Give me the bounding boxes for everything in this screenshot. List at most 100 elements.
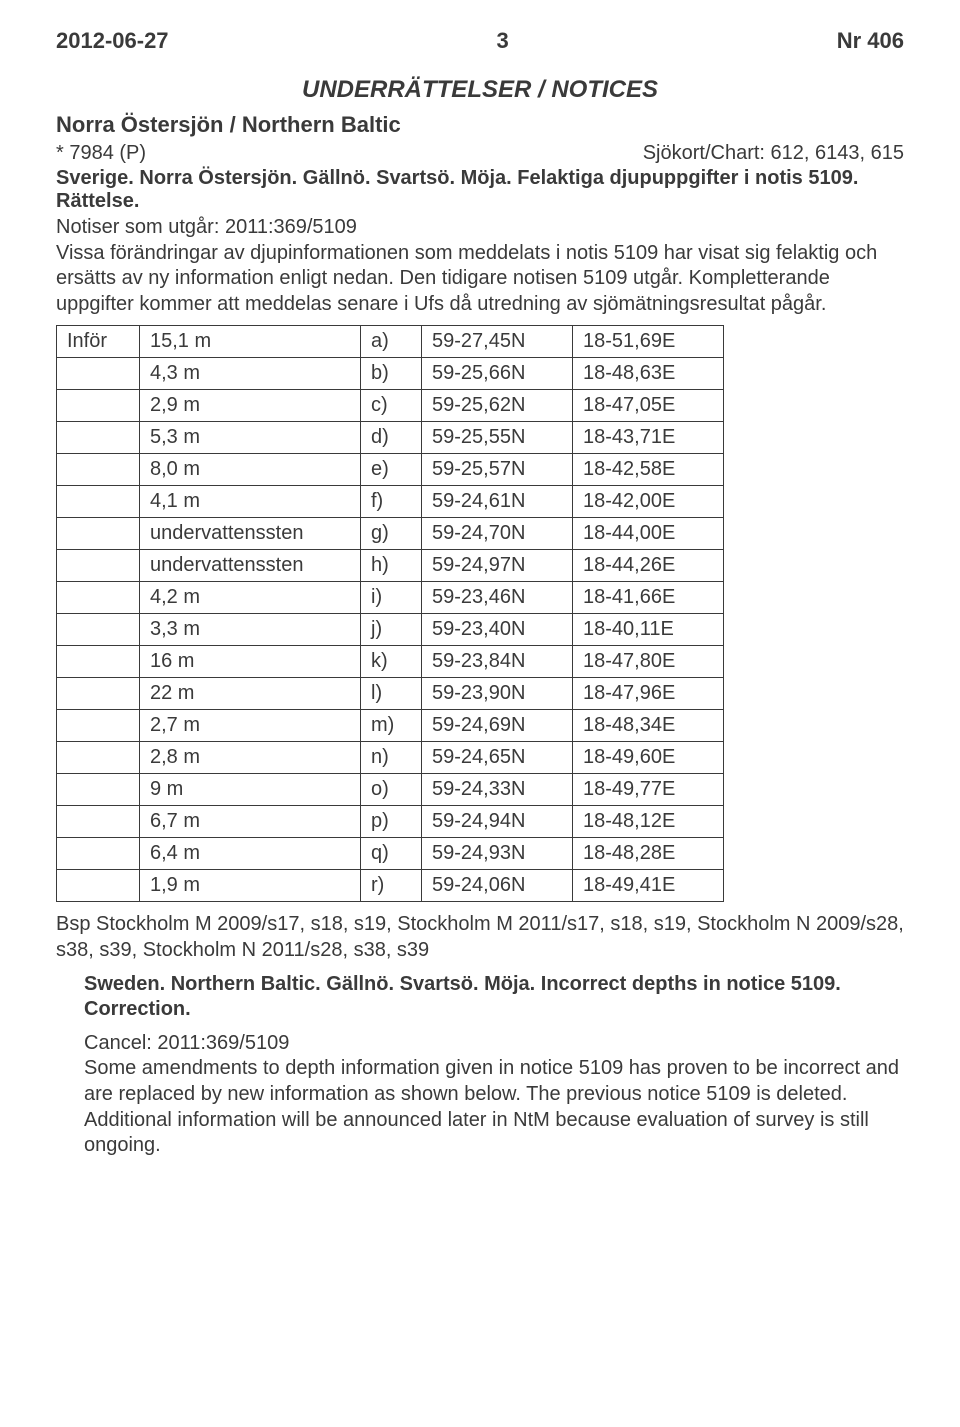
table-cell-letter: b)	[361, 358, 422, 390]
table-cell-value: undervattenssten	[140, 518, 361, 550]
table-row: 5,3 md)59-25,55N18-43,71E	[57, 422, 724, 454]
table-cell-lat: 59-24,33N	[422, 774, 573, 806]
table-row: undervattenssteng)59-24,70N18-44,00E	[57, 518, 724, 550]
table-cell-infor	[57, 454, 140, 486]
table-cell-letter: d)	[361, 422, 422, 454]
table-cell-value: undervattenssten	[140, 550, 361, 582]
table-cell-value: 5,3 m	[140, 422, 361, 454]
table-row: 6,7 mp)59-24,94N18-48,12E	[57, 806, 724, 838]
table-cell-infor	[57, 710, 140, 742]
table-cell-lon: 18-42,00E	[573, 486, 724, 518]
table-cell-lon: 18-44,26E	[573, 550, 724, 582]
table-cell-lat: 59-24,94N	[422, 806, 573, 838]
table-cell-letter: k)	[361, 646, 422, 678]
table-row: 16 mk)59-23,84N18-47,80E	[57, 646, 724, 678]
table-cell-value: 4,2 m	[140, 582, 361, 614]
table-cell-value: 15,1 m	[140, 326, 361, 358]
region-line: Norra Östersjön / Northern Baltic	[56, 112, 904, 138]
table-cell-lon: 18-51,69E	[573, 326, 724, 358]
table-cell-letter: e)	[361, 454, 422, 486]
table-cell-lon: 18-47,96E	[573, 678, 724, 710]
table-cell-lat: 59-23,84N	[422, 646, 573, 678]
table-cell-letter: j)	[361, 614, 422, 646]
table-cell-letter: n)	[361, 742, 422, 774]
table-cell-letter: i)	[361, 582, 422, 614]
table-cell-lon: 18-48,12E	[573, 806, 724, 838]
table-cell-infor	[57, 646, 140, 678]
chart-row: * 7984 (P) Sjökort/Chart: 612, 6143, 615	[56, 142, 904, 165]
table-cell-infor	[57, 358, 140, 390]
table-cell-lon: 18-49,41E	[573, 870, 724, 902]
main-title: UNDERRÄTTELSER / NOTICES	[56, 76, 904, 104]
table-cell-infor	[57, 390, 140, 422]
header-issue: Nr 406	[837, 28, 904, 54]
table-cell-letter: q)	[361, 838, 422, 870]
table-cell-value: 2,8 m	[140, 742, 361, 774]
document-page: 2012-06-27 3 Nr 406 UNDERRÄTTELSER / NOT…	[0, 0, 960, 1207]
table-cell-infor	[57, 838, 140, 870]
table-cell-lat: 59-24,69N	[422, 710, 573, 742]
table-row: undervattensstenh)59-24,97N18-44,26E	[57, 550, 724, 582]
table-cell-infor	[57, 518, 140, 550]
table-cell-value: 4,1 m	[140, 486, 361, 518]
table-row: 6,4 mq)59-24,93N18-48,28E	[57, 838, 724, 870]
table-cell-lon: 18-48,63E	[573, 358, 724, 390]
english-heading: Sweden. Northern Baltic. Gällnö. Svartsö…	[84, 972, 904, 1023]
table-cell-letter: p)	[361, 806, 422, 838]
table-cell-lat: 59-24,97N	[422, 550, 573, 582]
table-cell-lon: 18-43,71E	[573, 422, 724, 454]
table-row: 9 mo)59-24,33N18-49,77E	[57, 774, 724, 806]
chart-label: Sjökort/Chart: 612, 6143, 615	[643, 142, 904, 165]
table-cell-value: 1,9 m	[140, 870, 361, 902]
table-cell-lon: 18-40,11E	[573, 614, 724, 646]
page-header: 2012-06-27 3 Nr 406	[56, 28, 904, 54]
table-cell-infor	[57, 486, 140, 518]
bsp-line: Bsp Stockholm M 2009/s17, s18, s19, Stoc…	[56, 912, 904, 963]
table-cell-infor	[57, 582, 140, 614]
table-cell-lat: 59-25,66N	[422, 358, 573, 390]
table-cell-infor	[57, 550, 140, 582]
table-cell-lat: 59-24,06N	[422, 870, 573, 902]
table-cell-value: 2,9 m	[140, 390, 361, 422]
table-cell-lon: 18-48,34E	[573, 710, 724, 742]
table-row: 3,3 mj)59-23,40N18-40,11E	[57, 614, 724, 646]
table-row: Inför15,1 ma)59-27,45N18-51,69E	[57, 326, 724, 358]
table-cell-value: 22 m	[140, 678, 361, 710]
table-cell-lat: 59-23,90N	[422, 678, 573, 710]
table-cell-lon: 18-44,00E	[573, 518, 724, 550]
table-cell-value: 6,7 m	[140, 806, 361, 838]
table-cell-lat: 59-25,57N	[422, 454, 573, 486]
table-cell-lon: 18-47,80E	[573, 646, 724, 678]
location-heading: Sverige. Norra Östersjön. Gällnö. Svarts…	[56, 167, 904, 213]
header-page: 3	[497, 28, 509, 54]
table-cell-value: 9 m	[140, 774, 361, 806]
header-date: 2012-06-27	[56, 28, 169, 54]
table-cell-infor	[57, 742, 140, 774]
table-cell-infor	[57, 806, 140, 838]
table-cell-lat: 59-24,65N	[422, 742, 573, 774]
table-cell-lon: 18-48,28E	[573, 838, 724, 870]
table-row: 4,2 mi)59-23,46N18-41,66E	[57, 582, 724, 614]
table-row: 22 ml)59-23,90N18-47,96E	[57, 678, 724, 710]
table-row: 2,9 mc)59-25,62N18-47,05E	[57, 390, 724, 422]
table-cell-value: 6,4 m	[140, 838, 361, 870]
table-cell-letter: o)	[361, 774, 422, 806]
table-cell-infor	[57, 774, 140, 806]
table-cell-infor	[57, 870, 140, 902]
english-body: Cancel: 2011:369/5109Some amendments to …	[84, 1031, 904, 1159]
table-cell-lon: 18-42,58E	[573, 454, 724, 486]
notice-reference: * 7984 (P)	[56, 142, 146, 165]
table-cell-letter: l)	[361, 678, 422, 710]
table-cell-lat: 59-25,62N	[422, 390, 573, 422]
table-cell-lat: 59-23,46N	[422, 582, 573, 614]
table-cell-value: 2,7 m	[140, 710, 361, 742]
table-cell-value: 16 m	[140, 646, 361, 678]
table-row: 2,7 mm)59-24,69N18-48,34E	[57, 710, 724, 742]
table-cell-letter: f)	[361, 486, 422, 518]
table-cell-lon: 18-49,60E	[573, 742, 724, 774]
table-cell-infor	[57, 614, 140, 646]
table-cell-letter: m)	[361, 710, 422, 742]
table-row: 4,3 mb)59-25,66N18-48,63E	[57, 358, 724, 390]
table-cell-infor	[57, 422, 140, 454]
table-cell-lon: 18-47,05E	[573, 390, 724, 422]
